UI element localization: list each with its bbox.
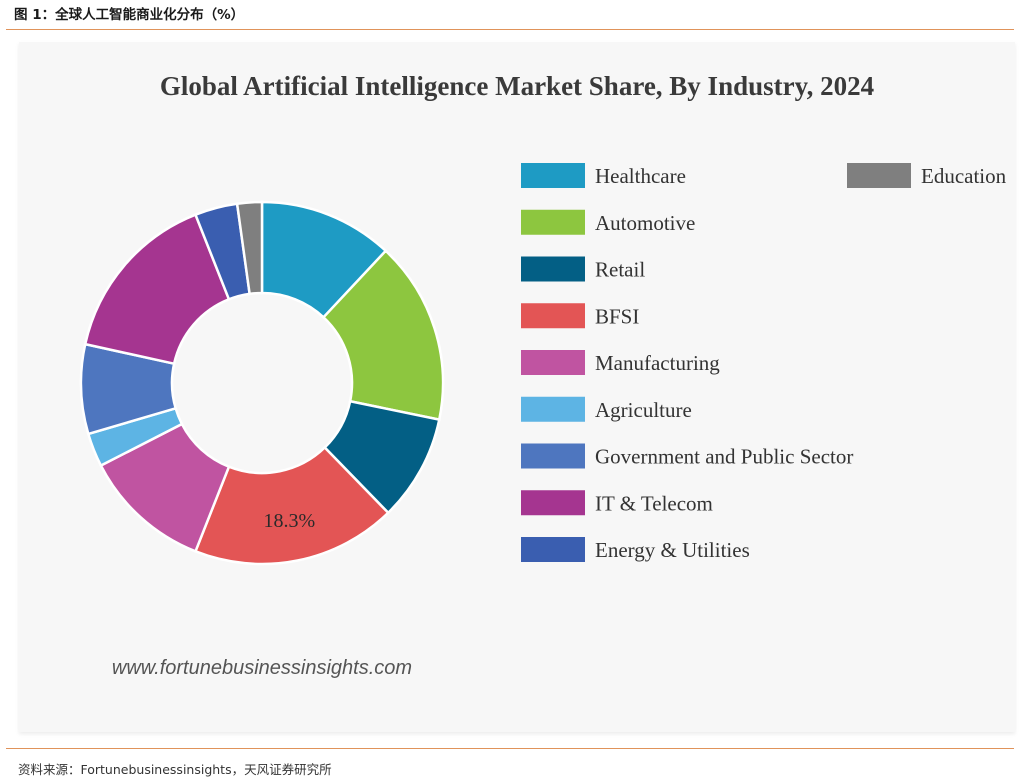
legend-swatch-automotive <box>521 209 585 235</box>
legend-label-manufacturing: Manufacturing <box>595 351 720 375</box>
legend-label-it-and-telecom: IT & Telecom <box>595 491 713 515</box>
donut-slices <box>79 200 445 566</box>
legend-item-education: Education <box>847 163 1007 188</box>
donut-chart: Global Artificial Intelligence Market Sh… <box>79 71 1007 679</box>
legend-label-healthcare: Healthcare <box>595 164 686 188</box>
slice-bfsi <box>193 445 390 566</box>
legend-swatch-education <box>847 163 911 188</box>
legend-label-automotive: Automotive <box>595 211 695 235</box>
legend-swatch-manufacturing <box>521 350 585 375</box>
legend-label-agriculture: Agriculture <box>595 398 692 422</box>
legend-label-education: Education <box>921 164 1007 188</box>
legend-swatch-government-and-public-sector <box>521 443 585 469</box>
slice-education <box>235 200 264 296</box>
top-divider <box>6 29 1014 30</box>
legend-swatch-bfsi <box>521 303 585 329</box>
chart-panel: Global Artificial Intelligence Market Sh… <box>19 42 1015 732</box>
data-label-bfsi: 18.3% <box>264 510 316 532</box>
legend-label-retail: Retail <box>595 258 645 282</box>
watermark-text: www.fortunebusinessinsights.com <box>112 657 412 679</box>
figure-caption: 图 1：全球人工智能商业化分布（%） <box>14 7 245 23</box>
legend-swatch-retail <box>521 256 585 282</box>
legend-swatch-healthcare <box>521 163 585 188</box>
bottom-divider <box>6 748 1014 749</box>
legend-item-healthcare: Healthcare <box>521 163 686 188</box>
legend-item-it-and-telecom: IT & Telecom <box>521 490 713 516</box>
legend-item-government-and-public-sector: Government and Public Sector <box>521 443 853 469</box>
slice-automotive <box>321 249 445 422</box>
legend-label-government-and-public-sector: Government and Public Sector <box>595 445 853 469</box>
legend-item-energy-and-utilities: Energy & Utilities <box>521 537 750 562</box>
data-labels: 18.3% <box>264 510 316 532</box>
legend-item-automotive: Automotive <box>521 209 695 235</box>
source-note: 资料来源：Fortunebusinessinsights，天风证券研究所 <box>18 762 332 777</box>
legend-item-agriculture: Agriculture <box>521 396 692 422</box>
legend-label-bfsi: BFSI <box>595 304 639 328</box>
legend-item-bfsi: BFSI <box>521 303 639 329</box>
legend-item-retail: Retail <box>521 256 645 282</box>
chart-legend: Healthcare Automotive Retail BFSI Manufactur… <box>521 163 1007 562</box>
chart-title: Global Artificial Intelligence Market Sh… <box>160 71 874 101</box>
legend-swatch-energy-and-utilities <box>521 537 585 562</box>
legend-label-energy-and-utilities: Energy & Utilities <box>595 538 750 562</box>
legend-swatch-it-and-telecom <box>521 490 585 516</box>
legend-swatch-agriculture <box>521 396 585 422</box>
legend-item-manufacturing: Manufacturing <box>521 350 720 375</box>
